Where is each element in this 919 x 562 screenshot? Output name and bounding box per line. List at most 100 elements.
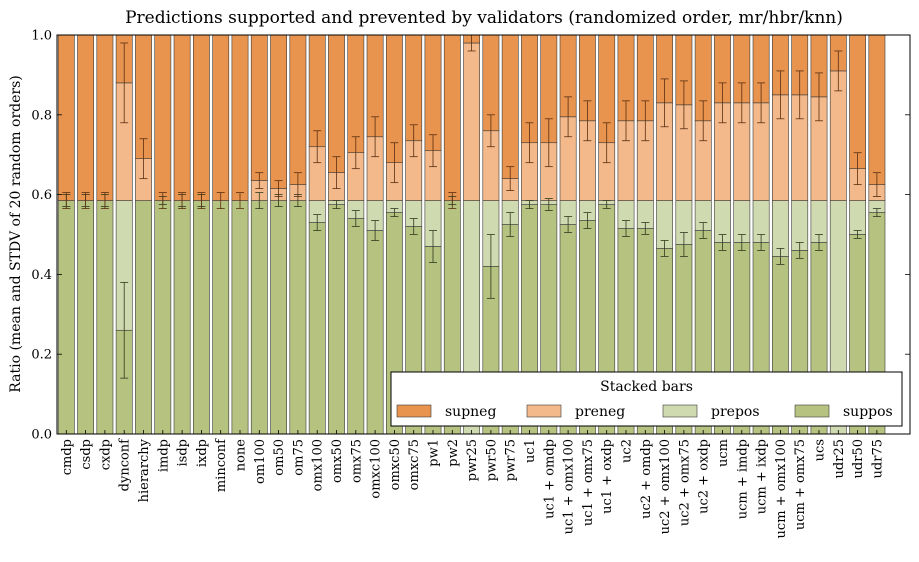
x-tick-label: uc2 + omx100 — [658, 439, 673, 534]
bar-supneg — [193, 34, 210, 201]
bar-suppos — [347, 218, 365, 435]
x-tick-label: cxdp — [98, 439, 113, 470]
bar-suppos — [231, 200, 249, 435]
bar-suppos — [328, 204, 345, 435]
x-tick-label: hierarchy — [137, 438, 152, 502]
y-tick-label: 1.0 — [31, 29, 52, 44]
bar-suppos — [366, 230, 384, 435]
bar-supneg — [270, 34, 288, 189]
x-tick-label: uc2 + omx75 — [677, 439, 692, 526]
x-tick-label: csdp — [79, 439, 94, 470]
x-tick-label: omx50 — [330, 439, 345, 483]
bar-suppos — [193, 200, 210, 435]
bar-suppos — [308, 222, 326, 435]
y-axis-label: Ratio (mean and STDV of 20 random orders… — [8, 75, 24, 392]
x-tick-label: omxc100 — [369, 439, 384, 499]
bar-supneg — [96, 34, 114, 201]
x-tick-label: ucm + omx100 — [774, 439, 789, 538]
x-tick-label: pwr50 — [484, 439, 499, 481]
x-tick-label: uc1 + omx75 — [581, 439, 596, 526]
legend-swatch-suppos — [794, 404, 830, 418]
bar-supneg — [154, 34, 172, 201]
bar-supneg — [424, 34, 442, 152]
bar-suppos — [212, 200, 230, 435]
x-tick-label: uc1 + omdp — [542, 439, 557, 519]
x-tick-label: none — [234, 439, 249, 472]
x-tick-label: omx100 — [311, 439, 326, 491]
x-tick-label: udr75 — [870, 439, 885, 478]
x-tick-label: dynconf — [118, 438, 133, 492]
bar-supneg — [347, 34, 365, 153]
y-tick-label: 0.2 — [31, 348, 52, 363]
bar-supneg — [289, 34, 307, 185]
bar-supneg — [868, 34, 886, 185]
bar-supneg — [173, 34, 191, 201]
legend-swatch-prepos — [662, 404, 698, 418]
y-tick-label: 0.8 — [31, 108, 52, 123]
bar-supneg — [328, 34, 345, 173]
bar-supneg — [501, 34, 519, 179]
x-tick-label: pwr75 — [504, 439, 519, 481]
bar-supneg — [308, 34, 326, 148]
bar-supneg — [77, 34, 95, 201]
x-tick-label: om75 — [291, 439, 306, 476]
bar-suppos — [154, 200, 172, 435]
y-tick-label: 0.6 — [31, 188, 52, 203]
bar-suppos — [270, 200, 288, 435]
legend-label-suppos: suppos — [843, 404, 893, 420]
bar-suppos — [96, 200, 114, 435]
x-tick-label: omxc50 — [388, 439, 403, 490]
bar-suppos — [289, 200, 307, 435]
x-tick-label: omxc75 — [407, 439, 422, 490]
x-tick-label: udr25 — [832, 439, 847, 478]
x-tick-label: uc1 + omx100 — [562, 439, 577, 534]
bar-preneg — [463, 42, 481, 201]
x-tick-label: pw2 — [446, 439, 461, 467]
bar-prepos — [849, 200, 867, 235]
x-tick-label: ucs — [813, 439, 828, 461]
legend-label-preneg: preneg — [575, 404, 625, 420]
x-tick-label: uc1 — [523, 439, 538, 463]
x-tick-label: ucm + ixdp — [755, 439, 770, 514]
x-tick-label: omx75 — [349, 439, 364, 483]
bar-suppos — [77, 200, 95, 435]
bar-suppos — [57, 200, 75, 435]
x-tick-label: ixdp — [195, 439, 210, 467]
x-tick-label: udr50 — [851, 439, 866, 478]
x-tick-label: om100 — [253, 439, 268, 484]
bar-suppos — [135, 200, 152, 435]
x-tick-label: ucm — [716, 439, 731, 467]
legend-title: Stacked bars — [600, 379, 693, 395]
x-tick-label: ucm + imdp — [735, 439, 750, 519]
bar-supneg — [231, 34, 249, 201]
x-tick-label: pw1 — [427, 439, 442, 467]
bar-suppos — [250, 200, 268, 435]
legend-label-prepos: prepos — [711, 404, 760, 420]
x-tick-label: uc2 — [620, 439, 635, 463]
legend-swatch-preneg — [526, 404, 562, 418]
x-tick-label: pwr25 — [465, 439, 480, 481]
x-tick-label: minconf — [214, 438, 229, 492]
x-tick-label: imdp — [156, 439, 171, 472]
x-tick-label: cmdp — [60, 439, 75, 475]
x-tick-label: om50 — [272, 439, 287, 476]
bar-supneg — [849, 34, 867, 169]
bar-supneg — [443, 34, 461, 201]
chart-title: Predictions supported and prevented by v… — [125, 8, 843, 28]
x-tick-label: uc2 + omdp — [639, 439, 654, 519]
bar-supneg — [57, 34, 75, 201]
x-tick-label: uc1 + oxdp — [600, 439, 615, 514]
plot-area: cmdp csdp cxdp dynconf hierarchy imdp isdp ixdp… — [31, 29, 911, 538]
bar-suppos — [173, 200, 191, 435]
legend: Stacked bars supneg preneg prepos suppos — [390, 371, 903, 427]
y-tick-label: 0.0 — [31, 428, 52, 443]
x-tick-label: ucm + omx75 — [793, 439, 808, 530]
plot-frame — [56, 34, 911, 435]
bar-supneg — [250, 34, 268, 181]
legend-swatch-supneg — [396, 404, 432, 418]
y-tick-label: 0.4 — [31, 268, 52, 283]
x-tick-label: isdp — [176, 439, 191, 466]
x-tick-label: uc2 + oxdp — [697, 439, 712, 514]
legend-label-supneg: supneg — [445, 404, 496, 420]
